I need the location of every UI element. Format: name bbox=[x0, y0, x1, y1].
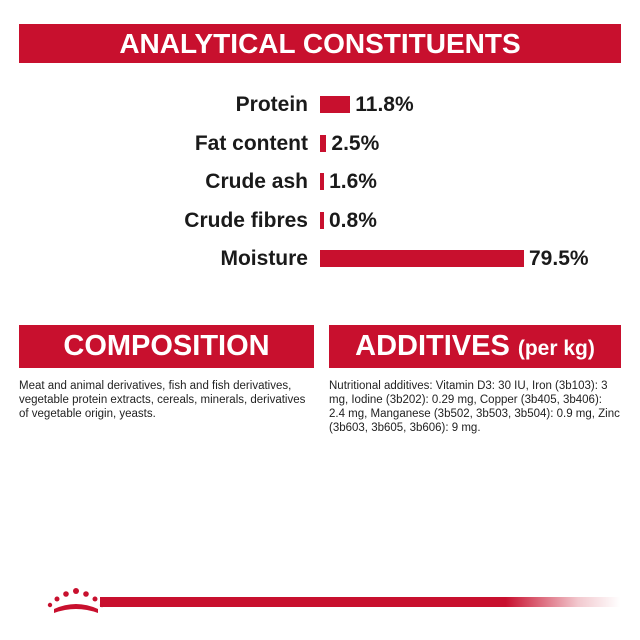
additives-unit: (per kg) bbox=[517, 336, 595, 360]
bar bbox=[320, 173, 325, 190]
analytical-constituents-title: ANALYTICAL CONSTITUENTS bbox=[119, 27, 521, 59]
chart-row: Fat content 2.5% bbox=[0, 131, 640, 157]
bar-label: Crude fibres bbox=[184, 208, 308, 232]
composition-text: Meat and animal derivatives, fish and fi… bbox=[19, 380, 306, 420]
additives-text: Nutritional additives: Vitamin D3: 30 IU… bbox=[329, 380, 620, 434]
analytical-constituents-banner: ANALYTICAL CONSTITUENTS bbox=[19, 24, 621, 63]
chart-row: Protein 11.8% bbox=[0, 92, 640, 118]
footer-red-line bbox=[100, 597, 620, 607]
bar bbox=[320, 134, 327, 152]
composition-banner: COMPOSITION bbox=[19, 325, 314, 368]
bar-label: Moisture bbox=[220, 247, 308, 270]
bar bbox=[320, 96, 351, 113]
bar bbox=[320, 250, 524, 267]
bar-label: Crude ash bbox=[205, 170, 308, 193]
chart-row: Moisture 79.5% bbox=[0, 246, 640, 272]
additives-banner: ADDITIVES (per kg) bbox=[329, 325, 621, 368]
bar-value-label: 1.6% bbox=[329, 170, 377, 193]
composition-title: COMPOSITION bbox=[63, 330, 270, 362]
additives-title: ADDITIVES bbox=[355, 330, 510, 362]
chart-row: Crude fibres 0.8% bbox=[0, 208, 640, 234]
bar-value-label: 0.8% bbox=[329, 208, 377, 232]
bar bbox=[320, 211, 324, 229]
bar-value-label: 11.8% bbox=[355, 93, 414, 116]
chart-row: Crude ash 1.6% bbox=[0, 169, 640, 195]
bar-value-label: 2.5% bbox=[331, 131, 380, 155]
bar-value-label: 79.5% bbox=[529, 247, 589, 270]
bar-label: Fat content bbox=[194, 131, 308, 155]
bar-label: Protein bbox=[235, 93, 308, 116]
crown-icon bbox=[47, 588, 105, 613]
